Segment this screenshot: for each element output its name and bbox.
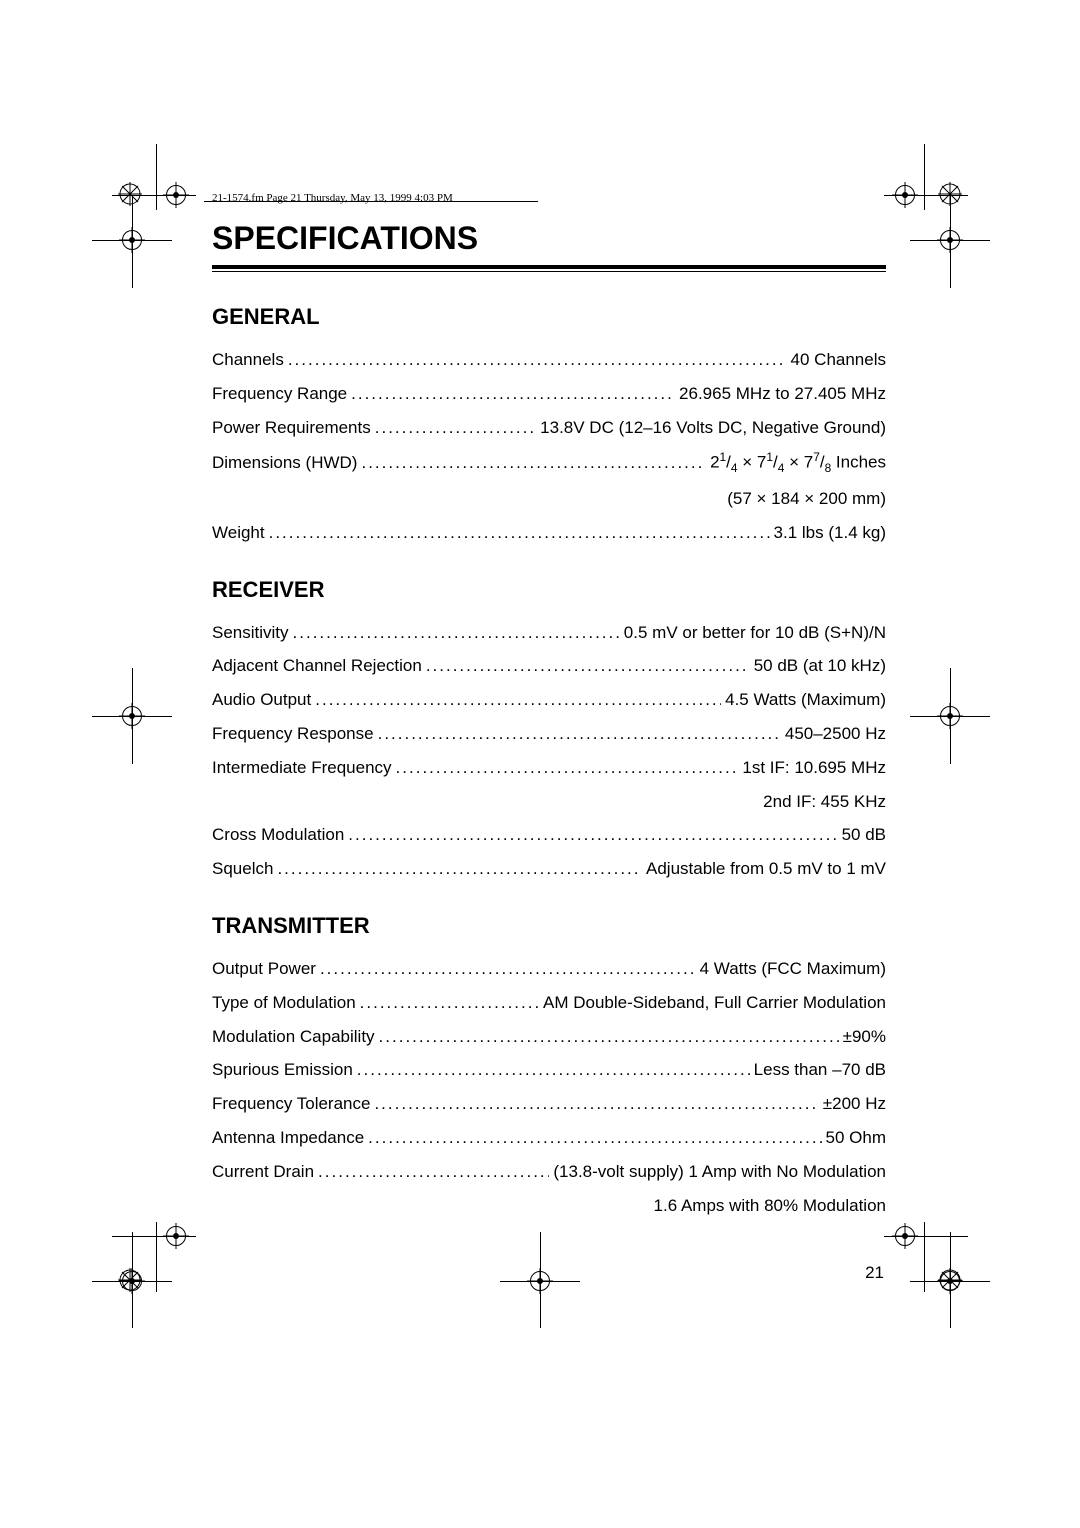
leader-dots bbox=[277, 857, 642, 881]
leader-dots bbox=[288, 348, 787, 372]
leader-dots bbox=[320, 957, 696, 981]
spec-label: Power Requirements bbox=[212, 416, 371, 440]
spec-label: Frequency Tolerance bbox=[212, 1092, 370, 1116]
leader-dots bbox=[375, 416, 536, 440]
spec-value-sub: 1.6 Amps with 80% Modulation bbox=[212, 1194, 886, 1218]
spec-row: Output Power 4 Watts (FCC Maximum) bbox=[212, 957, 886, 981]
leader-dots bbox=[315, 688, 721, 712]
spec-value: 13.8V DC (12–16 Volts DC, Negative Groun… bbox=[540, 416, 886, 440]
spec-value: 1st IF: 10.695 MHz bbox=[742, 756, 886, 780]
registration-target-icon bbox=[940, 1271, 960, 1291]
spec-value: 26.965 MHz to 27.405 MHz bbox=[679, 382, 886, 406]
registration-target-icon bbox=[122, 706, 142, 726]
leader-dots bbox=[426, 654, 750, 678]
leader-dots bbox=[293, 621, 620, 645]
spec-row: Squelch Adjustable from 0.5 mV to 1 mV bbox=[212, 857, 886, 881]
spec-label: Type of Modulation bbox=[212, 991, 356, 1015]
spec-label: Current Drain bbox=[212, 1160, 314, 1184]
leader-dots bbox=[368, 1126, 821, 1150]
spec-label: Modulation Capability bbox=[212, 1025, 375, 1049]
spec-row: Audio Output 4.5 Watts (Maximum) bbox=[212, 688, 886, 712]
spec-value: 40 Channels bbox=[791, 348, 886, 372]
registration-target-icon bbox=[166, 185, 186, 205]
spec-value: 450–2500 Hz bbox=[785, 722, 886, 746]
spec-row: Adjacent Channel Rejection 50 dB (at 10 … bbox=[212, 654, 886, 678]
spec-row: Dimensions (HWD) 21/4 × 71/4 × 77/8 Inch… bbox=[212, 449, 886, 477]
page-header-meta: 21-1574.fm Page 21 Thursday, May 13, 199… bbox=[212, 192, 453, 204]
spec-label: Weight bbox=[212, 521, 265, 545]
registration-target-icon bbox=[940, 706, 960, 726]
page-number: 21 bbox=[865, 1263, 884, 1283]
spec-label: Channels bbox=[212, 348, 284, 372]
spec-value: 50 dB bbox=[842, 823, 886, 847]
spec-value: 50 Ohm bbox=[826, 1126, 886, 1150]
spec-label: Antenna Impedance bbox=[212, 1126, 364, 1150]
registration-target-icon bbox=[895, 1226, 915, 1246]
leader-dots bbox=[357, 1058, 750, 1082]
spec-label: Adjacent Channel Rejection bbox=[212, 654, 422, 678]
spec-label: Frequency Response bbox=[212, 722, 374, 746]
spec-label: Dimensions (HWD) bbox=[212, 451, 357, 475]
spec-label: Frequency Range bbox=[212, 382, 347, 406]
spec-row: Power Requirements 13.8V DC (12–16 Volts… bbox=[212, 416, 886, 440]
spec-row: Modulation Capability ±90% bbox=[212, 1025, 886, 1049]
section-heading-transmitter: TRANSMITTER bbox=[212, 913, 886, 939]
leader-dots bbox=[374, 1092, 818, 1116]
spec-label: Cross Modulation bbox=[212, 823, 344, 847]
spec-value: 0.5 mV or better for 10 dB (S+N)/N bbox=[624, 621, 886, 645]
spec-label: Output Power bbox=[212, 957, 316, 981]
registration-target-icon bbox=[895, 185, 915, 205]
spec-value: (13.8-volt supply) 1 Amp with No Modulat… bbox=[553, 1160, 886, 1184]
spec-row: Channels 40 Channels bbox=[212, 348, 886, 372]
registration-corner-icon bbox=[116, 180, 144, 208]
spec-value: 3.1 lbs (1.4 kg) bbox=[774, 521, 886, 545]
leader-dots bbox=[269, 521, 770, 545]
spec-value: 21/4 × 71/4 × 77/8 Inches bbox=[710, 449, 886, 477]
spec-row: Weight 3.1 lbs (1.4 kg) bbox=[212, 521, 886, 545]
title-rule bbox=[212, 265, 886, 272]
registration-target-icon bbox=[940, 230, 960, 250]
spec-value-sub: 2nd IF: 455 KHz bbox=[212, 790, 886, 814]
registration-target-icon bbox=[166, 1226, 186, 1246]
spec-value: ±200 Hz bbox=[823, 1092, 886, 1116]
registration-target-icon bbox=[122, 230, 142, 250]
leader-dots bbox=[379, 1025, 839, 1049]
registration-target-icon bbox=[530, 1271, 550, 1291]
spec-row: Cross Modulation 50 dB bbox=[212, 823, 886, 847]
leader-dots bbox=[361, 451, 706, 475]
spec-value: 4.5 Watts (Maximum) bbox=[725, 688, 886, 712]
spec-row: Type of Modulation AM Double-Sideband, F… bbox=[212, 991, 886, 1015]
spec-row: Current Drain (13.8-volt supply) 1 Amp w… bbox=[212, 1160, 886, 1184]
spec-value: Less than –70 dB bbox=[754, 1058, 886, 1082]
page-content: SPECIFICATIONS GENERAL Channels 40 Chann… bbox=[212, 220, 886, 1227]
leader-dots bbox=[378, 722, 781, 746]
spec-row: Frequency Tolerance ±200 Hz bbox=[212, 1092, 886, 1116]
section-heading-receiver: RECEIVER bbox=[212, 577, 886, 603]
spec-row: Intermediate Frequency 1st IF: 10.695 MH… bbox=[212, 756, 886, 780]
spec-row: Frequency Response 450–2500 Hz bbox=[212, 722, 886, 746]
spec-row: Frequency Range 26.965 MHz to 27.405 MHz bbox=[212, 382, 886, 406]
leader-dots bbox=[318, 1160, 549, 1184]
page-title: SPECIFICATIONS bbox=[212, 220, 886, 257]
spec-value: ±90% bbox=[843, 1025, 886, 1049]
spec-label: Spurious Emission bbox=[212, 1058, 353, 1082]
spec-value: 4 Watts (FCC Maximum) bbox=[700, 957, 886, 981]
section-heading-general: GENERAL bbox=[212, 304, 886, 330]
spec-value: AM Double-Sideband, Full Carrier Modulat… bbox=[543, 991, 886, 1015]
spec-label: Sensitivity bbox=[212, 621, 289, 645]
spec-value: 50 dB (at 10 kHz) bbox=[754, 654, 886, 678]
spec-label: Squelch bbox=[212, 857, 273, 881]
spec-row: Sensitivity 0.5 mV or better for 10 dB (… bbox=[212, 621, 886, 645]
registration-target-icon bbox=[122, 1271, 142, 1291]
leader-dots bbox=[348, 823, 837, 847]
spec-row: Antenna Impedance 50 Ohm bbox=[212, 1126, 886, 1150]
spec-value: Adjustable from 0.5 mV to 1 mV bbox=[646, 857, 886, 881]
spec-label: Intermediate Frequency bbox=[212, 756, 392, 780]
spec-value-sub: (57 × 184 × 200 mm) bbox=[212, 487, 886, 511]
spec-row: Spurious Emission Less than –70 dB bbox=[212, 1058, 886, 1082]
leader-dots bbox=[351, 382, 675, 406]
leader-dots bbox=[360, 991, 539, 1015]
leader-dots bbox=[396, 756, 739, 780]
spec-label: Audio Output bbox=[212, 688, 311, 712]
